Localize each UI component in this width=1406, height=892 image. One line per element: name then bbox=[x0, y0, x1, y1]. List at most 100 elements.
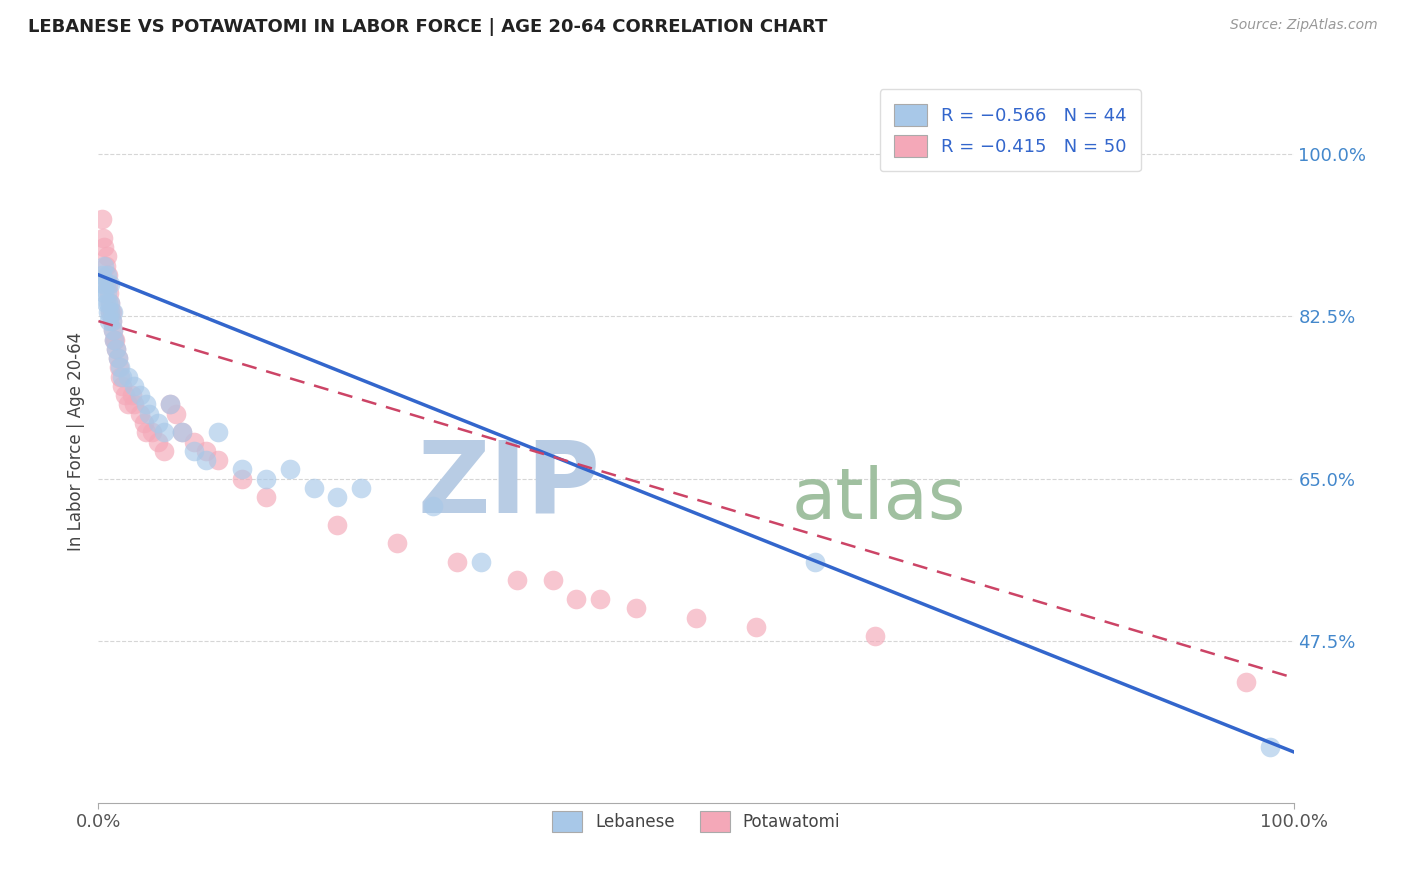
Text: ZIP: ZIP bbox=[418, 436, 600, 533]
Point bbox=[132, 416, 155, 430]
Point bbox=[111, 379, 134, 393]
Point bbox=[91, 212, 114, 227]
Point bbox=[98, 295, 122, 310]
Point bbox=[135, 397, 157, 411]
Point bbox=[96, 268, 118, 282]
Point bbox=[107, 351, 129, 366]
Point bbox=[207, 453, 229, 467]
Point bbox=[98, 295, 122, 310]
Point bbox=[94, 259, 117, 273]
Point bbox=[93, 286, 115, 301]
Point bbox=[93, 240, 115, 254]
Point bbox=[626, 601, 648, 615]
Point bbox=[172, 425, 194, 440]
Point bbox=[107, 351, 129, 366]
Point bbox=[129, 407, 152, 421]
Point bbox=[506, 574, 529, 588]
Point bbox=[541, 574, 564, 588]
Point bbox=[278, 462, 301, 476]
Point bbox=[589, 592, 612, 607]
Point bbox=[165, 407, 187, 421]
Point bbox=[326, 517, 349, 532]
Point bbox=[350, 481, 373, 495]
Point bbox=[302, 481, 325, 495]
Point bbox=[97, 295, 120, 310]
Point bbox=[446, 555, 468, 569]
Point bbox=[254, 490, 277, 504]
Point bbox=[231, 462, 253, 476]
Point bbox=[148, 416, 170, 430]
Point bbox=[385, 536, 409, 550]
Point bbox=[114, 388, 136, 402]
Point bbox=[111, 369, 134, 384]
Point bbox=[103, 333, 125, 347]
Point bbox=[1234, 675, 1257, 690]
Point bbox=[101, 323, 124, 337]
Point bbox=[1258, 740, 1281, 755]
Legend: Lebanese, Potawatomi: Lebanese, Potawatomi bbox=[538, 798, 853, 845]
Point bbox=[153, 425, 176, 440]
Text: LEBANESE VS POTAWATOMI IN LABOR FORCE | AGE 20-64 CORRELATION CHART: LEBANESE VS POTAWATOMI IN LABOR FORCE | … bbox=[28, 18, 828, 36]
Point bbox=[97, 305, 120, 319]
Point bbox=[105, 342, 128, 356]
Point bbox=[96, 249, 118, 263]
Point bbox=[91, 231, 114, 245]
Point bbox=[153, 443, 176, 458]
Point bbox=[101, 323, 124, 337]
Point bbox=[195, 453, 218, 467]
Point bbox=[100, 314, 122, 328]
Point bbox=[98, 305, 122, 319]
Point bbox=[183, 434, 205, 449]
Point bbox=[97, 277, 120, 291]
Point bbox=[141, 425, 163, 440]
Y-axis label: In Labor Force | Age 20-64: In Labor Force | Age 20-64 bbox=[66, 332, 84, 551]
Point bbox=[254, 472, 277, 486]
Point bbox=[129, 388, 152, 402]
Point bbox=[117, 369, 139, 384]
Point bbox=[138, 407, 160, 421]
Point bbox=[98, 305, 122, 319]
Point bbox=[91, 277, 114, 291]
Point bbox=[124, 397, 146, 411]
Point bbox=[91, 268, 114, 282]
Point bbox=[117, 397, 139, 411]
Point bbox=[94, 277, 117, 291]
Point bbox=[148, 434, 170, 449]
Point bbox=[98, 277, 122, 291]
Point bbox=[94, 295, 117, 310]
Point bbox=[804, 555, 827, 569]
Point bbox=[326, 490, 349, 504]
Point bbox=[93, 259, 115, 273]
Point bbox=[207, 425, 229, 440]
Point bbox=[101, 305, 124, 319]
Point bbox=[103, 333, 125, 347]
Point bbox=[98, 286, 121, 301]
Point bbox=[98, 314, 121, 328]
Point bbox=[96, 286, 118, 301]
Point bbox=[195, 443, 218, 458]
Point bbox=[124, 379, 146, 393]
Point bbox=[108, 369, 131, 384]
Point bbox=[135, 425, 157, 440]
Point bbox=[565, 592, 588, 607]
Point bbox=[172, 425, 194, 440]
Point bbox=[97, 268, 120, 282]
Point bbox=[470, 555, 492, 569]
Point bbox=[121, 388, 143, 402]
Point bbox=[100, 314, 122, 328]
Point bbox=[745, 620, 768, 634]
Point bbox=[104, 333, 127, 347]
Text: Source: ZipAtlas.com: Source: ZipAtlas.com bbox=[1230, 18, 1378, 32]
Point bbox=[183, 443, 205, 458]
Point bbox=[159, 397, 181, 411]
Point bbox=[231, 472, 253, 486]
Point bbox=[159, 397, 181, 411]
Point bbox=[107, 360, 129, 375]
Point bbox=[100, 305, 122, 319]
Point bbox=[422, 500, 444, 514]
Point bbox=[865, 629, 887, 643]
Point bbox=[108, 360, 131, 375]
Point bbox=[105, 342, 128, 356]
Point bbox=[685, 610, 707, 624]
Text: atlas: atlas bbox=[792, 465, 966, 533]
